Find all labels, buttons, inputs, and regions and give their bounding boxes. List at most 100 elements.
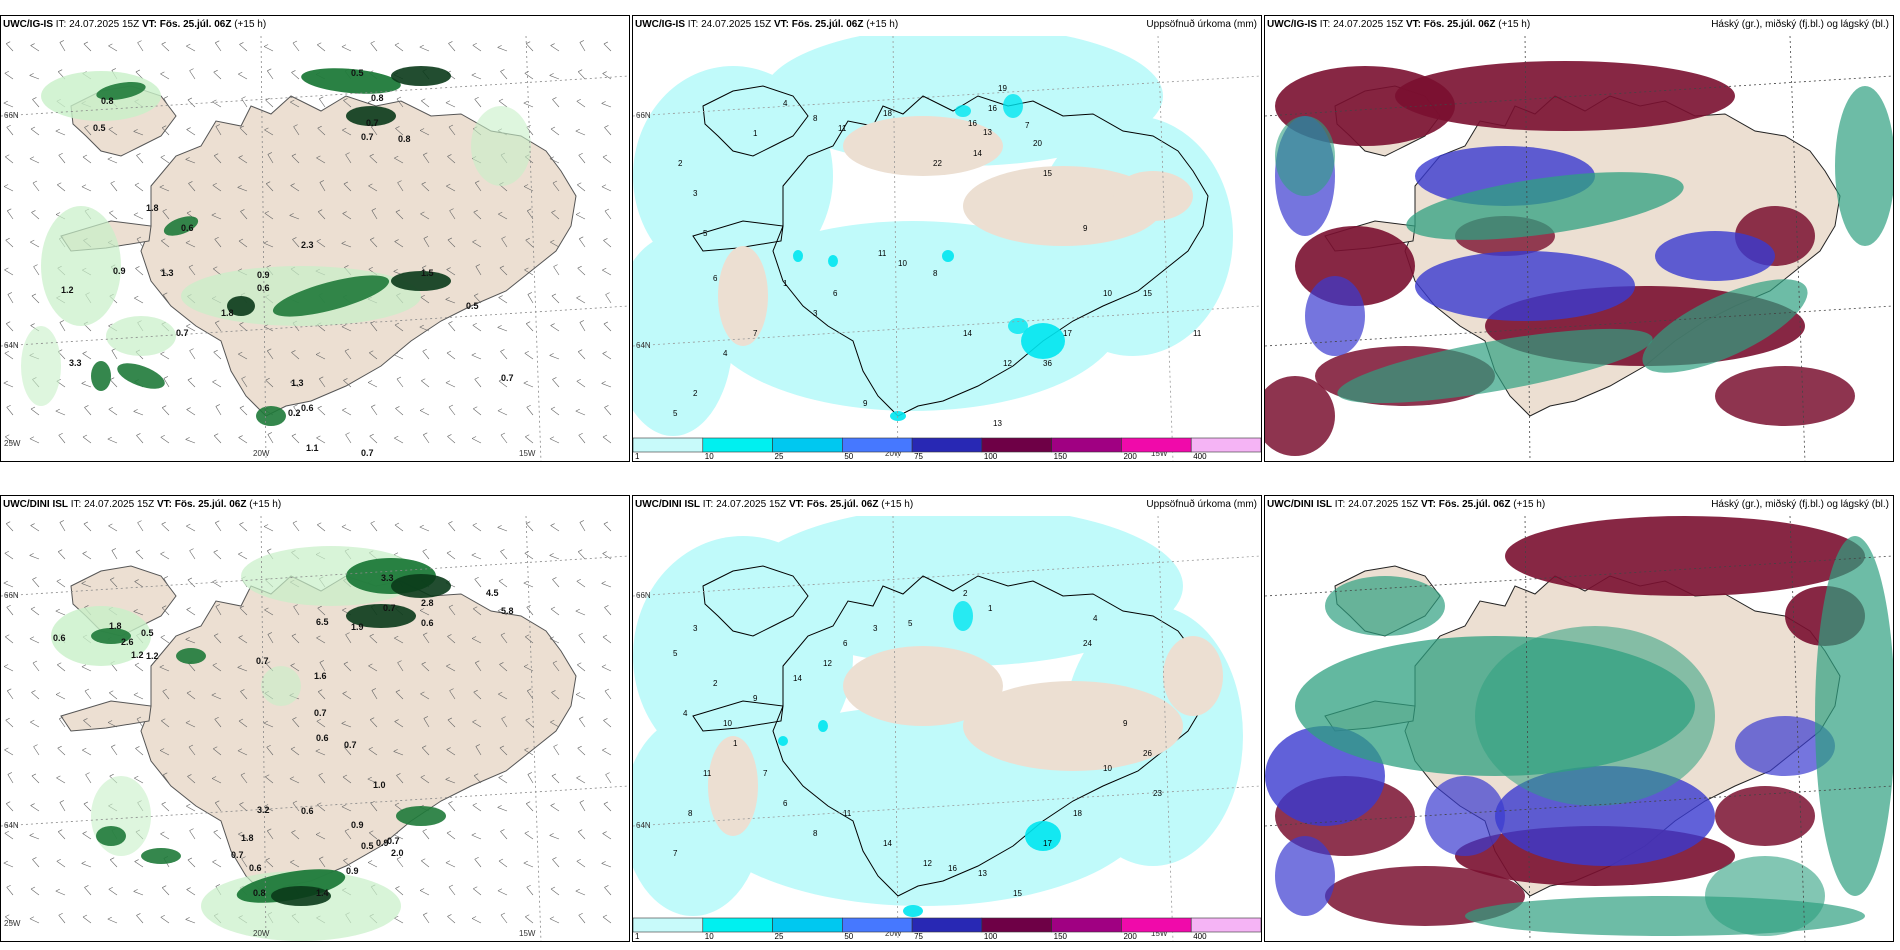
value-label: 12: [923, 859, 932, 868]
value-label: 14: [883, 839, 892, 848]
value-label: 1.2: [61, 285, 74, 295]
scale-tick-label: 75: [914, 452, 923, 461]
iceland-landmass: [692, 85, 1209, 417]
value-label: 4: [723, 349, 728, 358]
map-precip-wind[interactable]: 0.8 0.5 0.7 0.7 0.8 0.6 1.8 0.9 1.2 1.3 0.5 1.8 0.9 3…: [1, 36, 629, 462]
value-label: 0.9: [346, 866, 359, 876]
panel-p1: UWC/IG-IS IT: 24.07.2025 15Z VT: Fös. 25…: [0, 15, 630, 462]
panel-header: UWC/IG-IS IT: 24.07.2025 15Z VT: Fös. 25…: [3, 19, 267, 30]
value-label: 1.8: [109, 621, 122, 631]
scale-swatch: [1121, 917, 1192, 933]
value-label: 3: [873, 624, 878, 633]
value-label: 0.6: [316, 733, 329, 743]
axis-label-66n: 66N: [4, 111, 19, 120]
precip-value-labels: 0.6 0.52.61.80.71.61.2 1.20.70.60.70.91.00…: [53, 573, 514, 898]
graticule: [633, 36, 1261, 461]
value-label: 1.6: [314, 671, 327, 681]
value-label: 10: [898, 259, 907, 268]
value-label: 0.8: [371, 93, 384, 103]
scale-tick-label: 150: [1054, 452, 1068, 461]
value-label: 15: [1143, 289, 1152, 298]
value-label: 15: [1013, 889, 1022, 898]
precip-heavy-areas: [91, 558, 451, 906]
value-label: 5: [703, 229, 708, 238]
value-label: 1.8: [146, 203, 159, 213]
value-label: 4: [1093, 614, 1098, 623]
value-label: 2.3: [301, 240, 314, 250]
value-label: 17: [1063, 329, 1072, 338]
map-precip-wind[interactable]: 0.6 0.52.61.80.71.61.2 1.20.70.60.70.91.00…: [1, 516, 629, 942]
scale-tick-label: 25: [775, 452, 784, 461]
value-label: 13: [983, 128, 992, 137]
scale-swatch: [1051, 437, 1122, 453]
axis-label-64n: 64N: [4, 341, 19, 350]
axis-label-25w: 25W: [4, 439, 21, 448]
value-label: 1: [733, 739, 738, 748]
value-label: 16: [968, 119, 977, 128]
map-clouds[interactable]: [1265, 516, 1893, 942]
value-label: 3: [693, 189, 698, 198]
map-accumulated-precip[interactable]: 3524176811141216131517181092623244215361…: [633, 516, 1261, 942]
value-label: 14: [963, 329, 972, 338]
scale-tick-label: 25: [775, 932, 784, 941]
value-label: 5: [673, 409, 678, 418]
value-label: 15: [1043, 169, 1052, 178]
value-label: 3.3: [381, 573, 394, 583]
value-label: 0.7: [387, 836, 400, 846]
scale-tick-label: 50: [844, 452, 853, 461]
value-label: 11: [878, 249, 887, 258]
scale-swatch: [772, 917, 843, 933]
axis-label-20w: 20W: [253, 449, 270, 458]
panel-p4: UWC/DINI ISL IT: 24.07.2025 15Z VT: Fös.…: [0, 495, 630, 942]
value-label: 23: [1153, 789, 1162, 798]
value-label: 14: [793, 674, 802, 683]
value-label: 2.8: [421, 598, 434, 608]
graticule: [1265, 516, 1893, 941]
panel-right-label: Háský (gr.), miðský (fj.bl.) og lágský (…: [1711, 499, 1889, 510]
value-label: 0.7: [361, 448, 374, 458]
map-accumulated-precip[interactable]: 2356148111822141916713162015910173612148…: [633, 36, 1261, 462]
value-label: 0.7: [314, 708, 327, 718]
panel-p5: UWC/DINI ISL IT: 24.07.2025 15Z VT: Fös.…: [632, 495, 1262, 942]
value-label: 0.5: [351, 68, 364, 78]
value-label: 5: [673, 649, 678, 658]
value-label: 20: [1033, 139, 1042, 148]
value-label: 6.5: [316, 617, 329, 627]
value-label: 22: [933, 159, 942, 168]
graticule: [633, 516, 1261, 941]
scale-tick-label: 1: [635, 932, 640, 941]
value-label: 2: [678, 159, 683, 168]
value-label: 0.5: [141, 628, 154, 638]
value-label: 0.9: [113, 266, 126, 276]
axis-label-25w: 25W: [4, 919, 21, 928]
value-label: 8: [813, 829, 818, 838]
axis-label-64n: 64N: [636, 341, 651, 350]
value-label: 26: [1143, 749, 1152, 758]
value-label: 9: [753, 694, 758, 703]
axis-label-64n: 64N: [636, 821, 651, 830]
axis-label-20w: 20W: [885, 449, 902, 458]
axis-label-66n: 66N: [636, 591, 651, 600]
axis-label-15w: 15W: [1151, 449, 1168, 458]
value-label: 19: [998, 84, 1007, 93]
value-label: 1.1: [306, 443, 319, 453]
scale-swatch: [842, 917, 913, 933]
map-clouds[interactable]: [1265, 36, 1893, 462]
value-label: 2.6: [121, 637, 134, 647]
value-label: 0.6: [421, 618, 434, 628]
color-scale: 1 10 25 50 75 100 150 200 400: [633, 437, 1261, 461]
value-label: 0.7: [256, 656, 269, 666]
panel-header: UWC/IG-IS IT: 24.07.2025 15Z VT: Fös. 25…: [635, 19, 899, 30]
value-label: 0.6: [257, 283, 270, 293]
scale-tick-label: 10: [705, 452, 714, 461]
value-label: 6: [843, 639, 848, 648]
value-label: 13: [993, 419, 1002, 428]
value-label: 8: [688, 809, 693, 818]
value-label: 5: [908, 619, 913, 628]
panel-p6: UWC/DINI ISL IT: 24.07.2025 15Z VT: Fös.…: [1264, 495, 1894, 942]
value-label: 9: [1123, 719, 1128, 728]
low-cloud-areas: [1275, 86, 1893, 404]
value-label: 0.9: [257, 270, 270, 280]
value-label: 6: [783, 799, 788, 808]
panel-p2: UWC/IG-IS IT: 24.07.2025 15Z VT: Fös. 25…: [632, 15, 1262, 462]
